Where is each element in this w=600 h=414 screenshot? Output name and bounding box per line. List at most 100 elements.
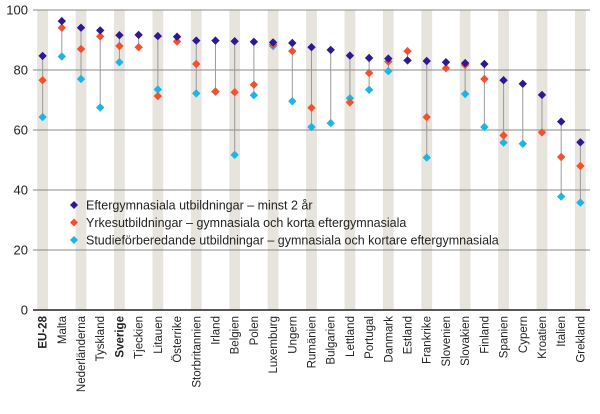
data-point bbox=[192, 36, 201, 45]
y-tick-label: 100 bbox=[6, 3, 28, 18]
x-tick-label: Frankrike bbox=[422, 316, 434, 364]
data-point bbox=[556, 152, 566, 162]
data-point bbox=[307, 43, 316, 52]
data-point bbox=[384, 67, 393, 76]
data-point bbox=[480, 122, 489, 132]
data-point bbox=[115, 31, 124, 40]
y-tick-label: 40 bbox=[14, 183, 28, 198]
data-point bbox=[211, 36, 220, 45]
data-point bbox=[172, 37, 182, 46]
category-band bbox=[114, 10, 125, 310]
x-tick-label: Rumänien bbox=[307, 316, 319, 368]
x-tick-label: Litauen bbox=[153, 316, 165, 354]
data-point bbox=[518, 79, 527, 88]
x-tick-label: EU-28 bbox=[38, 315, 50, 348]
data-point bbox=[172, 32, 182, 41]
data-point bbox=[556, 192, 566, 201]
x-tick-label: Belgien bbox=[230, 316, 242, 354]
y-tick-label: 80 bbox=[14, 63, 28, 78]
data-point bbox=[499, 131, 508, 140]
data-point bbox=[230, 88, 239, 97]
data-point bbox=[364, 85, 374, 94]
data-point bbox=[211, 87, 220, 96]
x-tick-label: Tyskland bbox=[95, 316, 107, 361]
data-point bbox=[364, 68, 374, 78]
data-point bbox=[403, 56, 412, 65]
x-tick-label: Polen bbox=[249, 316, 261, 345]
data-point bbox=[441, 58, 451, 67]
category-bands bbox=[37, 10, 586, 310]
data-point bbox=[76, 23, 86, 32]
data-point bbox=[480, 74, 489, 84]
data-point bbox=[153, 91, 163, 101]
data-point bbox=[153, 85, 163, 94]
legend-marker bbox=[70, 236, 78, 244]
x-tick-label: Nederländerna bbox=[76, 315, 88, 392]
data-point bbox=[38, 76, 47, 85]
data-point bbox=[326, 118, 335, 128]
x-tick-label: Kroatien bbox=[537, 316, 549, 359]
data-point bbox=[326, 45, 335, 55]
y-tick-label: 60 bbox=[14, 123, 28, 138]
legend-label: Studieförberedande utbildningar – gymnas… bbox=[86, 234, 499, 248]
data-point bbox=[288, 97, 297, 106]
category-band bbox=[306, 10, 317, 310]
data-point bbox=[288, 46, 297, 56]
x-tick-label: Slovenien bbox=[441, 316, 453, 367]
data-point bbox=[499, 138, 508, 147]
data-point bbox=[153, 31, 163, 41]
x-tick-label: Portugal bbox=[364, 316, 376, 359]
y-axis-ticks: 0 20 40 60 80 100 bbox=[6, 3, 28, 318]
x-tick-label: Sverige bbox=[114, 316, 126, 358]
data-point bbox=[403, 46, 412, 56]
x-tick-label: Tjeckien bbox=[134, 316, 146, 359]
data-point bbox=[499, 76, 508, 85]
data-point bbox=[422, 153, 431, 162]
category-band bbox=[536, 10, 548, 310]
category-band bbox=[498, 10, 509, 310]
data-point bbox=[134, 30, 143, 40]
data-point bbox=[537, 128, 547, 137]
data-point bbox=[480, 59, 489, 69]
data-point bbox=[307, 103, 316, 112]
x-tick-label: Italien bbox=[556, 316, 568, 347]
data-point bbox=[460, 89, 470, 99]
x-tick-label: Storbritannien bbox=[191, 316, 203, 388]
data-point bbox=[115, 41, 124, 51]
data-point bbox=[76, 74, 86, 84]
data-point bbox=[249, 37, 259, 46]
x-tick-label: Grekland bbox=[575, 316, 587, 363]
data-point bbox=[96, 32, 105, 41]
legend-marker bbox=[70, 201, 78, 209]
data-point bbox=[422, 112, 431, 122]
x-tick-label: Danmark bbox=[383, 316, 395, 363]
data-point bbox=[115, 58, 124, 67]
data-point bbox=[38, 112, 47, 122]
x-axis-labels: EU-28 Malta Nederländerna Tyskland Sverige Tj… bbox=[38, 315, 588, 392]
x-tick-label: Irland bbox=[210, 316, 222, 345]
data-point bbox=[384, 54, 393, 63]
category-band bbox=[37, 10, 48, 310]
x-tick-label: Cypern bbox=[518, 316, 530, 353]
data-point bbox=[249, 91, 259, 100]
data-point bbox=[192, 59, 201, 69]
data-point bbox=[307, 122, 316, 132]
data-point bbox=[345, 51, 355, 60]
data-point bbox=[57, 23, 67, 32]
x-tick-label: Österrike bbox=[172, 316, 184, 363]
category-band bbox=[382, 10, 394, 310]
data-point bbox=[268, 38, 278, 47]
category-band bbox=[267, 10, 279, 310]
x-tick-label: Spanien bbox=[499, 316, 511, 358]
data-point bbox=[134, 43, 143, 52]
data-point bbox=[57, 16, 67, 26]
legend-marker bbox=[70, 218, 78, 227]
y-tick-label: 20 bbox=[14, 243, 28, 258]
data-point bbox=[576, 161, 585, 171]
x-tick-label: Finland bbox=[479, 316, 491, 354]
data-points bbox=[38, 16, 585, 207]
category-band bbox=[229, 10, 241, 310]
data-point bbox=[230, 37, 239, 46]
data-point bbox=[96, 26, 105, 35]
